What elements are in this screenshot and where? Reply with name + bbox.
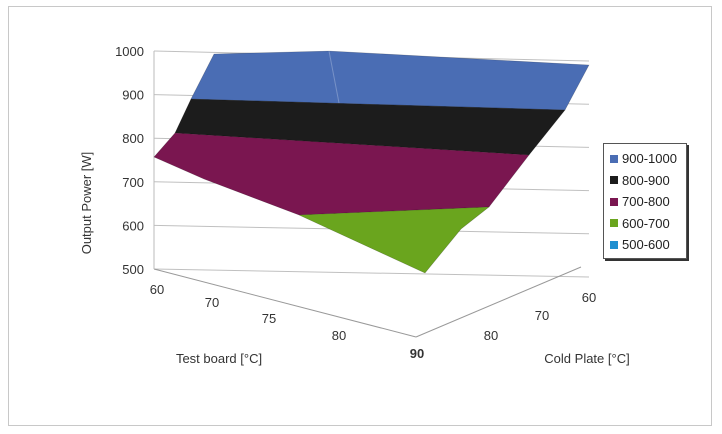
z-tick-label: 500 <box>122 262 144 277</box>
y-tick-label: 60 <box>582 290 596 305</box>
y-tick-label: 70 <box>535 308 549 323</box>
legend-swatch <box>610 197 618 206</box>
x-axis-title: Test board [°C] <box>176 351 262 366</box>
legend-item: 900-1000 <box>610 148 686 170</box>
x-tick-label: 80 <box>332 328 346 343</box>
z-tick-label: 700 <box>122 175 144 190</box>
legend-label: 900-1000 <box>622 151 677 167</box>
y-axis-line <box>415 266 582 338</box>
x-tick-label: 75 <box>262 311 276 326</box>
x-tick-label: 60 <box>150 282 164 297</box>
z-tick-label: 900 <box>122 88 144 103</box>
legend-item: 700-800 <box>610 191 686 213</box>
y-axis-title: Cold Plate [°C] <box>544 351 629 366</box>
legend-swatch <box>610 154 618 163</box>
z-tick-label: 800 <box>122 131 144 146</box>
legend-swatch <box>610 176 618 185</box>
z-tick-label: 1000 <box>115 44 144 59</box>
legend-label: 800-900 <box>622 172 670 188</box>
legend-swatch <box>610 240 618 249</box>
surface-facet-line <box>328 50 340 104</box>
x-axis-line <box>153 268 417 338</box>
surface-layer <box>153 50 590 274</box>
x-tick-label: 70 <box>205 295 219 310</box>
y-tick-label: 80 <box>484 328 498 343</box>
legend-item: 600-700 <box>610 213 686 235</box>
legend-label: 500-600 <box>622 237 670 253</box>
z-axis-title: Output Power [W] <box>79 152 94 255</box>
surface-band <box>298 206 490 274</box>
legend-item: 800-900 <box>610 170 686 192</box>
legend-label: 600-700 <box>622 215 670 231</box>
chart-frame: 500 600 700 800 900 1000 60 70 75 80 90 60 70 80 Outpu… <box>8 6 712 426</box>
legend-swatch <box>610 219 618 228</box>
grid-line <box>153 268 590 278</box>
legend-label: 700-800 <box>622 194 670 210</box>
x-tick-label: 90 <box>410 346 424 361</box>
legend-item: 500-600 <box>610 234 686 256</box>
axis-layer: 500 600 700 800 900 1000 60 70 75 80 90 60 70 80 Outpu… <box>79 44 630 366</box>
z-tick-label: 600 <box>122 218 144 233</box>
surface-band <box>190 50 590 111</box>
surface-chart: 500 600 700 800 900 1000 60 70 75 80 90 60 70 80 Outpu… <box>79 44 630 366</box>
legend: 900-1000 800-900 700-800 600-700 500-600 <box>603 143 687 259</box>
